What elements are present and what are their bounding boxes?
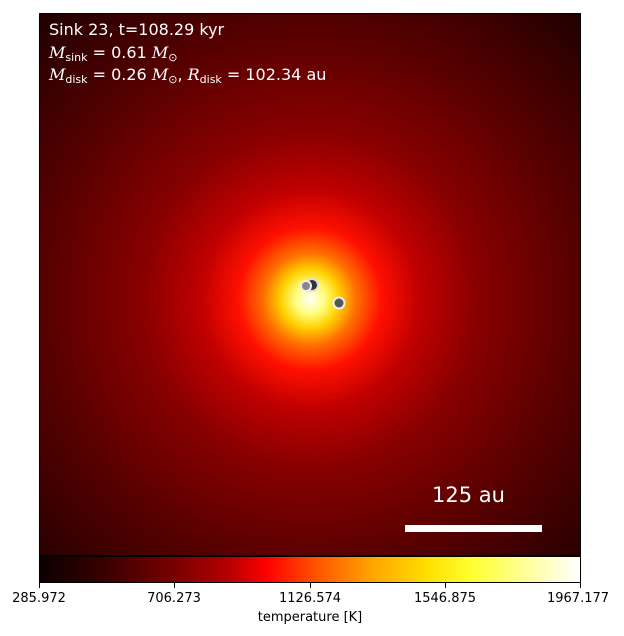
scale-bar: [405, 525, 542, 532]
colorbar-tick: [445, 583, 446, 588]
colorbar-tick-label: 1967.177: [546, 591, 610, 606]
colorbar: [39, 556, 581, 583]
sink-mass: Msink = 0.61 M⊙: [49, 43, 178, 64]
colorbar-label: temperature [K]: [257, 610, 363, 625]
scale-bar-label: 125 au: [432, 483, 505, 507]
sink-particle: [300, 280, 312, 292]
sink-particle: [332, 296, 346, 310]
colorbar-tick: [310, 583, 311, 588]
colorbar-tick: [174, 583, 175, 588]
colorbar-tick: [39, 583, 40, 588]
colorbar-tick-label: 285.972: [12, 591, 66, 606]
disk-props: Mdisk = 0.26 M⊙, Rdisk = 102.34 au: [49, 65, 327, 86]
colorbar-tick-label: 1126.574: [278, 591, 342, 606]
colorbar-tick: [580, 583, 581, 588]
colorbar-tick-label: 706.273: [147, 591, 201, 606]
colorbar-tick-label: 1546.875: [413, 591, 477, 606]
temperature-map-panel: [39, 13, 581, 556]
sink-title: Sink 23, t=108.29 kyr: [49, 20, 225, 39]
temperature-map: [40, 14, 580, 555]
